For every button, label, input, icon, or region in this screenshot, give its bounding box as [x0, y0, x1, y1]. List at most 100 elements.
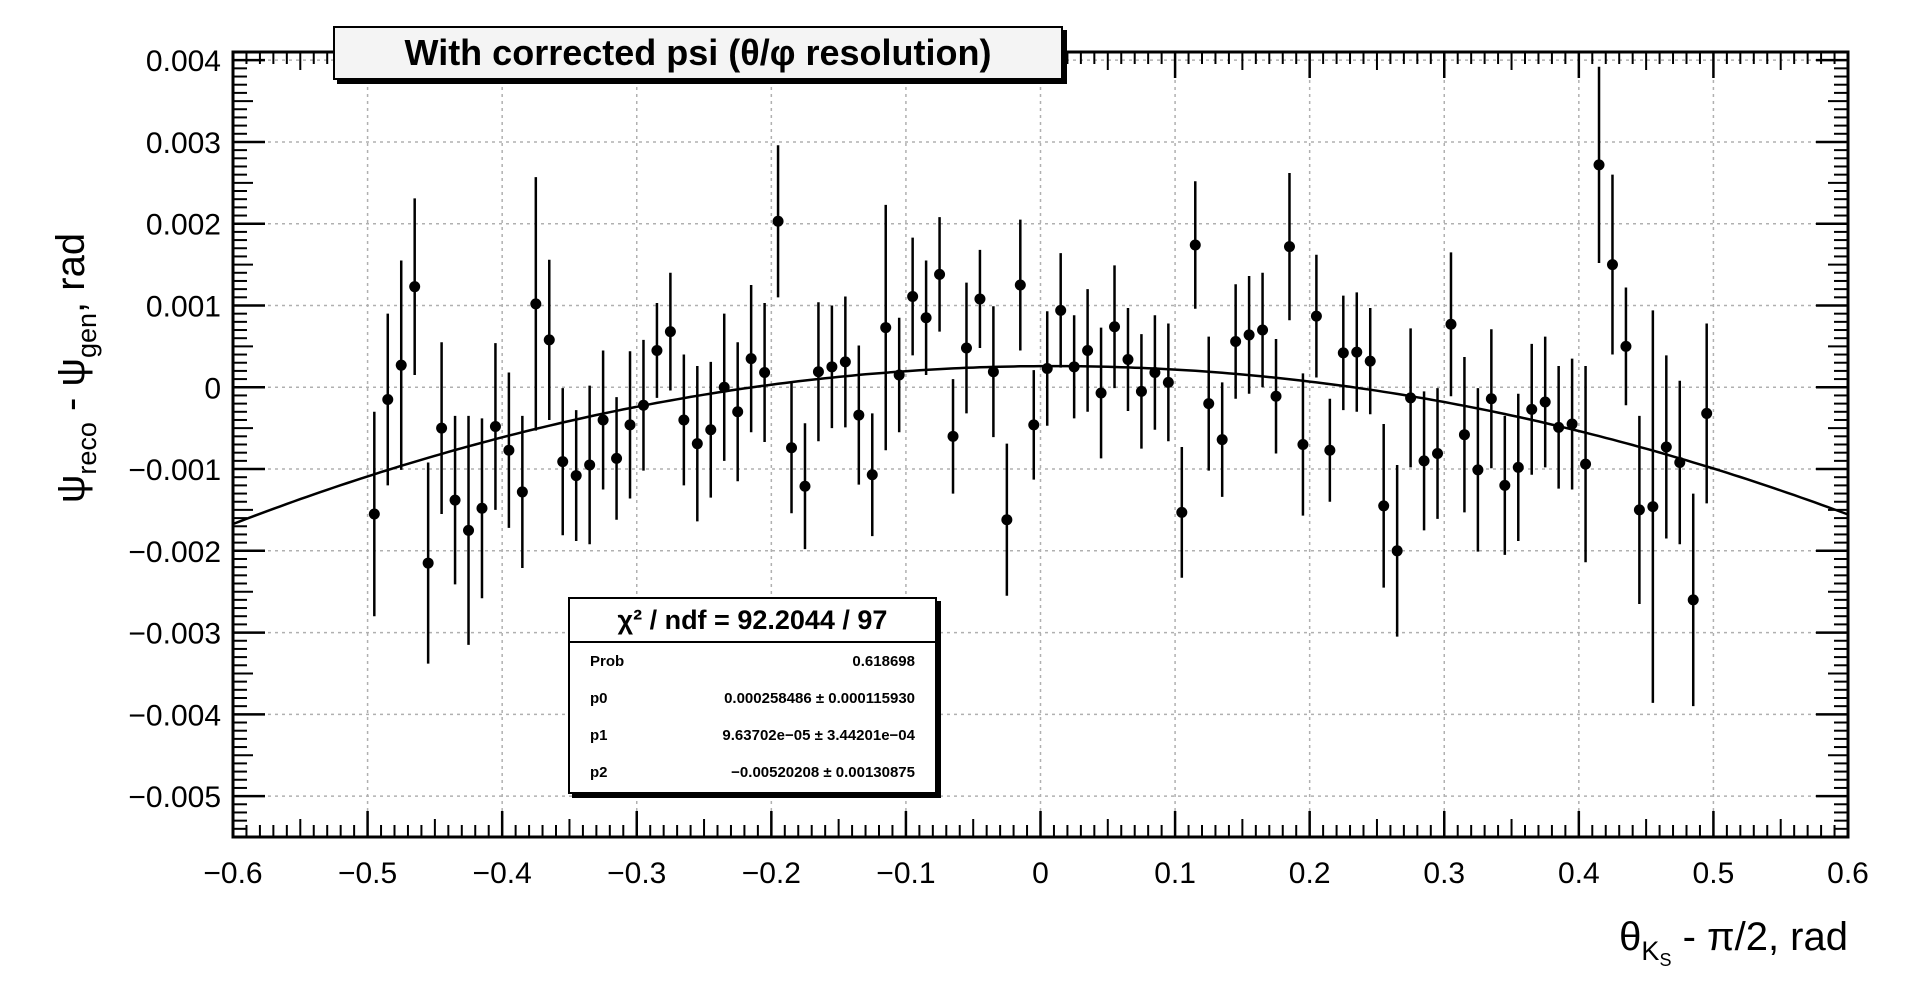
data-point — [409, 281, 421, 293]
data-point — [1674, 456, 1686, 468]
data-point — [1014, 279, 1026, 291]
data-point — [1230, 335, 1242, 347]
data-point — [1701, 407, 1713, 419]
data-point — [1270, 390, 1282, 402]
grid-lines — [233, 52, 1848, 837]
data-point — [812, 366, 824, 378]
x-axis-title: θKS - π/2, rad — [1619, 915, 1848, 970]
data-point — [1055, 304, 1067, 316]
data-point — [1499, 479, 1511, 491]
x-tick-label: 0.6 — [1827, 857, 1869, 890]
x-tick-label: −0.6 — [203, 857, 262, 890]
data-points — [368, 66, 1713, 707]
data-point — [799, 480, 811, 492]
data-point — [1687, 594, 1699, 606]
data-point — [1364, 355, 1376, 367]
stats-row-prob: Prob 0.618698 — [570, 643, 935, 680]
data-point — [436, 422, 448, 434]
data-point — [1458, 429, 1470, 441]
data-point — [597, 414, 609, 426]
y-tick-label: 0 — [204, 372, 221, 405]
stats-value: −0.00520208 ± 0.00130875 — [731, 764, 915, 781]
data-point — [907, 290, 919, 302]
data-point — [732, 406, 744, 418]
x-tick-label: 0.1 — [1154, 857, 1196, 890]
data-point — [1324, 444, 1336, 456]
data-point — [395, 359, 407, 371]
data-point — [570, 470, 582, 482]
data-point — [893, 369, 905, 381]
data-point — [853, 409, 865, 421]
data-point — [1593, 159, 1605, 171]
data-point — [530, 298, 542, 310]
x-tick-label: −0.5 — [338, 857, 397, 890]
data-point — [1580, 458, 1592, 470]
chart-title: With corrected psi (θ/φ resolution) — [333, 26, 1063, 80]
data-point — [759, 367, 771, 379]
data-point — [624, 419, 636, 431]
data-point — [1647, 501, 1659, 513]
data-point — [382, 394, 394, 406]
x-tick-label: −0.2 — [742, 857, 801, 890]
data-point — [772, 215, 784, 227]
data-point — [947, 430, 959, 442]
data-point — [1526, 403, 1538, 415]
data-point — [1243, 329, 1255, 341]
data-point — [489, 421, 501, 433]
data-point — [678, 414, 690, 426]
axis-ticks — [231, 51, 1850, 838]
fit-curve-group — [232, 364, 1849, 526]
x-tick-label: 0.2 — [1289, 857, 1331, 890]
data-point — [1082, 344, 1094, 356]
data-point — [584, 459, 596, 471]
x-tick-label: −0.1 — [876, 857, 935, 890]
y-tick-label: −0.003 — [128, 618, 221, 651]
stats-name: Prob — [590, 653, 625, 670]
data-point — [705, 424, 717, 436]
data-point — [368, 508, 380, 520]
data-point — [1553, 421, 1565, 433]
data-point — [664, 326, 676, 338]
data-point — [866, 469, 878, 481]
data-point — [786, 442, 798, 454]
data-point — [1310, 310, 1322, 322]
data-point — [1539, 396, 1551, 408]
data-point — [745, 353, 757, 365]
data-point — [1391, 545, 1403, 557]
data-point — [1001, 514, 1013, 526]
stats-value: 0.618698 — [852, 653, 915, 670]
stats-name: p1 — [590, 727, 608, 744]
fit-stats-box: χ² / ndf = 92.2044 / 97 Prob 0.618698 p0… — [568, 597, 937, 794]
data-point — [516, 486, 528, 498]
data-point — [1378, 500, 1390, 512]
data-point — [637, 399, 649, 411]
data-point — [1606, 259, 1618, 271]
data-point — [1095, 387, 1107, 399]
y-tick-label: −0.005 — [128, 781, 221, 814]
data-point — [1122, 353, 1134, 365]
y-tick-label: −0.004 — [128, 699, 221, 732]
x-tick-label: −0.4 — [473, 857, 532, 890]
tick-labels: −0.6 −0.5 −0.4 −0.3 −0.2 −0.1 0 0.1 0.2 0.3 0.4 0.5… — [128, 45, 1868, 890]
data-point — [1216, 434, 1228, 446]
y-tick-label: 0.003 — [146, 127, 221, 160]
data-point — [1351, 346, 1363, 358]
y-tick-label: −0.002 — [128, 536, 221, 569]
x-tick-label: 0.3 — [1423, 857, 1465, 890]
y-tick-label: 0.004 — [146, 45, 221, 78]
fit-curve — [232, 364, 1849, 526]
y-tick-label: 0.001 — [146, 290, 221, 323]
stats-row-p1: p1 9.63702e−05 ± 3.44201e−04 — [570, 717, 935, 754]
data-point — [1068, 361, 1080, 373]
data-point — [880, 322, 892, 334]
data-point — [920, 312, 932, 324]
data-point — [1472, 464, 1484, 476]
data-point — [503, 444, 515, 456]
data-point — [1485, 393, 1497, 405]
stats-row-p2: p2 −0.00520208 ± 0.00130875 — [570, 754, 935, 791]
x-tick-label: 0.5 — [1693, 857, 1735, 890]
stats-name: p0 — [590, 690, 608, 707]
data-point — [839, 356, 851, 368]
data-point — [1660, 441, 1672, 453]
